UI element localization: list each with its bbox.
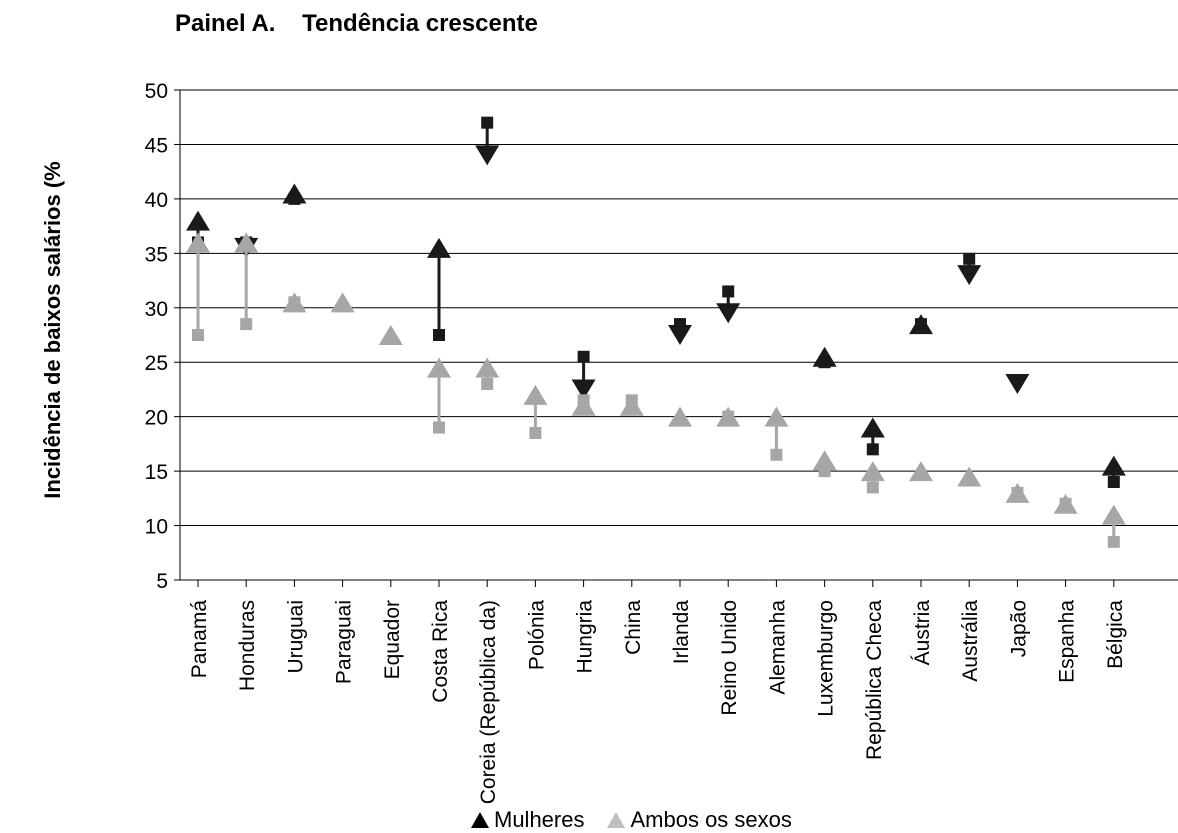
y-tick-label: 30 xyxy=(145,298,168,321)
start-point-mulheres xyxy=(963,252,976,265)
end-point-ambos-os-sexos xyxy=(427,357,451,378)
end-point-ambos-os-sexos xyxy=(1101,504,1126,525)
end-point-mulheres xyxy=(668,325,692,345)
data-marks xyxy=(186,116,1126,548)
legend-item-mulheres: Mulheres xyxy=(470,807,584,833)
legend-marker-ambos xyxy=(607,812,626,828)
end-point-mulheres xyxy=(957,265,982,286)
end-point-ambos-os-sexos xyxy=(330,292,355,313)
gridlines xyxy=(180,89,1178,527)
end-point-ambos-os-sexos xyxy=(619,395,644,416)
legend-item-ambos: Ambos os sexos xyxy=(606,807,792,833)
x-tick-label: Polónia xyxy=(525,600,548,670)
y-tick-label: 45 xyxy=(145,134,168,157)
end-point-ambos-os-sexos xyxy=(1053,493,1078,514)
x-tick-label: Bélgica xyxy=(1104,600,1127,669)
x-tick-label: Coreia (República da) xyxy=(477,600,500,804)
end-point-mulheres xyxy=(282,183,307,204)
start-point-mulheres xyxy=(722,285,735,298)
start-point-mulheres xyxy=(866,443,879,456)
end-point-mulheres xyxy=(186,210,210,231)
start-point-ambos-os-sexos xyxy=(529,427,542,439)
start-point-mulheres xyxy=(577,350,590,363)
end-point-mulheres xyxy=(427,237,451,258)
end-point-mulheres xyxy=(1005,374,1030,394)
end-point-ambos-os-sexos xyxy=(282,292,307,313)
axes xyxy=(174,89,1178,587)
end-point-ambos-os-sexos xyxy=(716,406,741,427)
x-tick-label: Austrália xyxy=(959,600,982,682)
end-point-ambos-os-sexos xyxy=(475,357,500,378)
y-tick-label: 20 xyxy=(145,407,168,430)
start-point-ambos-os-sexos xyxy=(240,318,253,331)
x-tick-label: Paraguai xyxy=(333,600,356,684)
start-point-ambos-os-sexos xyxy=(1107,535,1120,548)
x-tick-label: Áustria xyxy=(911,600,934,666)
x-tick-label: Alemanha xyxy=(766,600,789,695)
x-tick-label: Costa Rica xyxy=(429,600,452,703)
legend-label-ambos: Ambos os sexos xyxy=(630,807,792,832)
legend-label-mulheres: Mulheres xyxy=(494,807,585,832)
x-tick-labels: Panamá Honduras Uruguai Paraguai Equador Cost… xyxy=(188,600,1127,805)
y-axis-label: Incidência de baixos salários (% xyxy=(40,161,65,498)
end-point-ambos-os-sexos xyxy=(1005,482,1030,503)
y-tick-label: 40 xyxy=(145,189,168,212)
end-point-ambos-os-sexos xyxy=(378,325,403,345)
start-point-ambos-os-sexos xyxy=(433,421,445,434)
end-point-mulheres xyxy=(812,346,837,367)
end-point-mulheres xyxy=(909,314,933,335)
end-point-ambos-os-sexos xyxy=(812,450,837,471)
end-point-ambos-os-sexos xyxy=(668,406,692,427)
end-point-ambos-os-sexos xyxy=(234,232,259,253)
end-point-ambos-os-sexos xyxy=(186,232,210,253)
legend: Mulheres Ambos os sexos xyxy=(470,807,814,833)
start-point-mulheres xyxy=(481,116,494,129)
legend-marker-mulheres xyxy=(471,812,489,828)
x-tick-label: Reino Unido xyxy=(718,600,741,716)
x-tick-label: Honduras xyxy=(236,600,259,691)
chart-title: Painel A. Tendência crescente xyxy=(175,10,538,37)
end-point-ambos-os-sexos xyxy=(571,395,596,416)
x-tick-label: Equador xyxy=(381,600,404,679)
y-tick-labels: 5 10 15 20 25 30 35 40 45 50 xyxy=(145,80,168,593)
end-point-ambos-os-sexos xyxy=(523,384,548,405)
start-point-ambos-os-sexos xyxy=(770,448,783,461)
start-point-mulheres xyxy=(1107,476,1120,488)
start-point-ambos-os-sexos xyxy=(192,329,204,341)
end-point-ambos-os-sexos xyxy=(860,461,885,482)
end-point-mulheres xyxy=(571,379,596,400)
x-tick-label: Luxemburgo xyxy=(815,600,838,717)
end-point-mulheres xyxy=(1101,455,1126,476)
x-tick-label: Uruguai xyxy=(284,600,307,674)
start-point-mulheres xyxy=(433,329,445,341)
y-tick-label: 25 xyxy=(145,352,168,375)
y-tick-label: 5 xyxy=(156,570,168,593)
x-tick-label: Panamá xyxy=(188,600,211,679)
x-tick-label: Espanha xyxy=(1056,600,1079,683)
end-point-mulheres xyxy=(716,303,741,324)
start-point-ambos-os-sexos xyxy=(866,481,879,494)
y-tick-label: 10 xyxy=(145,516,168,539)
x-tick-label: República Checa xyxy=(863,600,886,760)
y-tick-label: 50 xyxy=(145,80,168,103)
y-tick-label: 15 xyxy=(145,461,168,484)
x-tick-label: Hungria xyxy=(574,600,597,674)
end-point-mulheres xyxy=(860,417,885,438)
x-tick-label: China xyxy=(622,600,645,655)
start-point-ambos-os-sexos xyxy=(481,378,494,390)
end-point-ambos-os-sexos xyxy=(909,461,933,482)
x-tick-label: Japão xyxy=(1007,600,1030,657)
x-tick-label: Irlanda xyxy=(670,600,693,665)
end-point-ambos-os-sexos xyxy=(957,466,982,487)
y-tick-label: 35 xyxy=(145,243,168,266)
end-point-ambos-os-sexos xyxy=(764,406,789,427)
end-point-mulheres xyxy=(475,145,500,166)
